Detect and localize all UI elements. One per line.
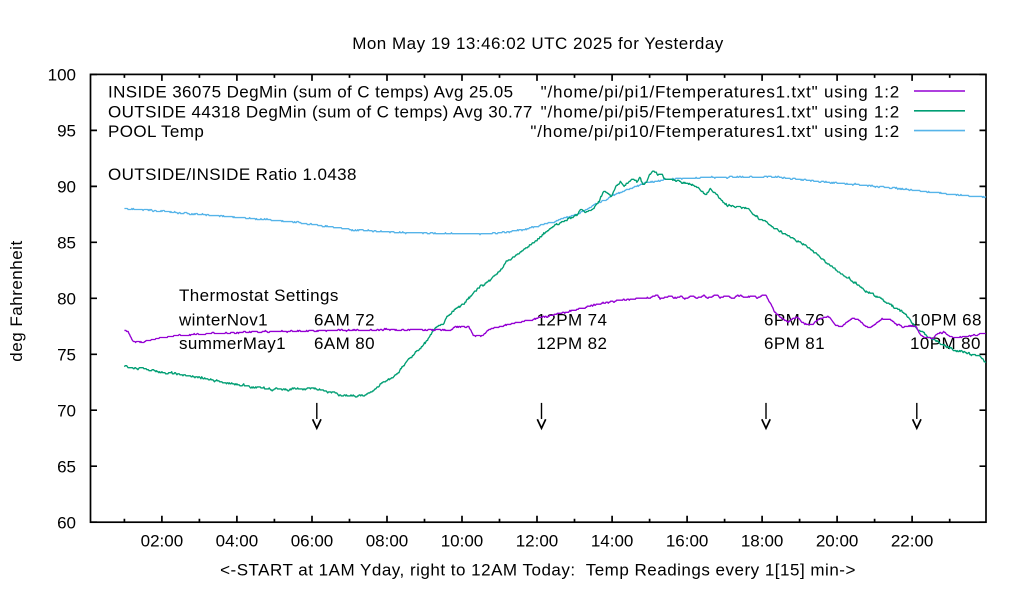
svg-text:"/home/pi/pi1/Ftemperatures1.t: "/home/pi/pi1/Ftemperatures1.txt" using … — [541, 83, 900, 102]
svg-text:Thermostat Settings: Thermostat Settings — [179, 286, 339, 305]
svg-text:6PM 76: 6PM 76 — [764, 310, 825, 329]
svg-text:02:00: 02:00 — [141, 532, 184, 551]
svg-text:04:00: 04:00 — [216, 532, 259, 551]
svg-text:22:00: 22:00 — [891, 532, 934, 551]
svg-text:Mon May 19 13:46:02 UTC 2025 f: Mon May 19 13:46:02 UTC 2025 for Yesterd… — [352, 34, 724, 53]
svg-text:85: 85 — [57, 233, 76, 252]
svg-text:6AM 72: 6AM 72 — [314, 310, 375, 329]
svg-text:10PM 68: 10PM 68 — [911, 310, 982, 329]
svg-text:18:00: 18:00 — [741, 532, 784, 551]
svg-text:OUTSIDE 44318 DegMin (sum of C: OUTSIDE 44318 DegMin (sum of C temps) Av… — [108, 102, 533, 121]
svg-text:summerMay1: summerMay1 — [179, 334, 286, 353]
svg-text:80: 80 — [57, 289, 76, 308]
svg-text:60: 60 — [57, 513, 76, 532]
svg-text:deg Fahrenheit: deg Fahrenheit — [7, 240, 26, 361]
svg-text:6AM 80: 6AM 80 — [314, 334, 375, 353]
svg-text:95: 95 — [57, 122, 76, 141]
svg-text:90: 90 — [57, 178, 76, 197]
svg-text:"/home/pi/pi5/Ftemperatures1.t: "/home/pi/pi5/Ftemperatures1.txt" using … — [541, 102, 900, 121]
svg-text:100: 100 — [48, 66, 76, 85]
svg-text:POOL Temp: POOL Temp — [108, 122, 204, 141]
svg-text:75: 75 — [57, 345, 76, 364]
svg-text:12PM 82: 12PM 82 — [537, 334, 608, 353]
svg-text:10:00: 10:00 — [441, 532, 484, 551]
svg-text:20:00: 20:00 — [816, 532, 859, 551]
svg-text:12PM 74: 12PM 74 — [537, 310, 608, 329]
svg-text:70: 70 — [57, 401, 76, 420]
svg-text:winterNov1: winterNov1 — [178, 310, 268, 329]
svg-text:06:00: 06:00 — [291, 532, 334, 551]
svg-text:<-START at 1AM Yday, right to: <-START at 1AM Yday, right to 12AM Today… — [220, 561, 856, 580]
svg-text:08:00: 08:00 — [366, 532, 409, 551]
svg-text:INSIDE 36075 DegMin (sum of C: INSIDE 36075 DegMin (sum of C temps) Avg… — [108, 83, 514, 102]
svg-text:"/home/pi/pi10/Ftemperatures1.: "/home/pi/pi10/Ftemperatures1.txt" using… — [530, 122, 900, 141]
svg-text:6PM 81: 6PM 81 — [764, 334, 825, 353]
svg-text:12:00: 12:00 — [516, 532, 559, 551]
svg-text:14:00: 14:00 — [591, 532, 634, 551]
svg-text:16:00: 16:00 — [666, 532, 709, 551]
svg-text:65: 65 — [57, 457, 76, 476]
svg-text:10PM 80: 10PM 80 — [910, 334, 981, 353]
svg-text:OUTSIDE/INSIDE Ratio 1.0438: OUTSIDE/INSIDE Ratio 1.0438 — [108, 165, 357, 184]
